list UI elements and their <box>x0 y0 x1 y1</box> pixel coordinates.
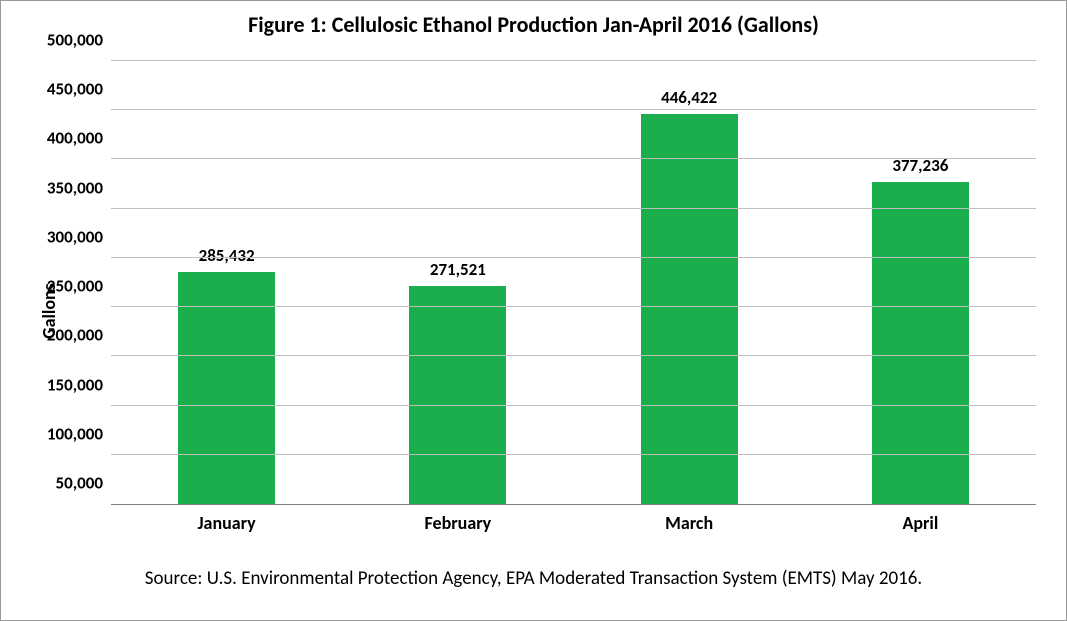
y-tick-label: 500,000 <box>47 30 111 51</box>
grid-line <box>111 355 1036 356</box>
y-tick-label: 350,000 <box>47 177 111 198</box>
source-note: Source: U.S. Environmental Protection Ag… <box>1 567 1066 590</box>
grid-line <box>111 405 1036 406</box>
y-tick-label: 300,000 <box>47 226 111 247</box>
grid-line <box>111 257 1036 258</box>
chart-container: Figure 1: Cellulosic Ethanol Production … <box>0 0 1067 621</box>
grid-line <box>111 306 1036 307</box>
x-tick-label: February <box>425 504 492 534</box>
bar: 446,422 <box>641 114 738 504</box>
y-tick-label: 250,000 <box>47 276 111 297</box>
x-tick-label: April <box>902 504 938 534</box>
chart-title: Figure 1: Cellulosic Ethanol Production … <box>1 1 1066 38</box>
y-tick-label: 100,000 <box>47 423 111 444</box>
bars-area: 285,432 271,521 446,422 377,236 <box>111 61 1036 504</box>
y-tick-label: 200,000 <box>47 325 111 346</box>
y-tick-label: 400,000 <box>47 128 111 149</box>
bar-value-label: 271,521 <box>430 259 486 286</box>
grid-line <box>111 109 1036 110</box>
x-tick-label: January <box>198 504 256 534</box>
y-tick-label: 50,000 <box>56 473 111 494</box>
bar: 271,521 <box>409 286 506 504</box>
grid-line <box>111 208 1036 209</box>
grid-line <box>111 454 1036 455</box>
bar-value-label: 285,432 <box>199 245 255 272</box>
bar: 377,236 <box>872 182 969 504</box>
grid-line <box>111 60 1036 61</box>
plot-area: 285,432271,521446,422377,236 50,000100,0… <box>111 61 1036 505</box>
x-tick-label: March <box>665 504 713 534</box>
y-tick-label: 150,000 <box>47 374 111 395</box>
y-tick-label: 450,000 <box>47 79 111 100</box>
grid-line <box>111 158 1036 159</box>
